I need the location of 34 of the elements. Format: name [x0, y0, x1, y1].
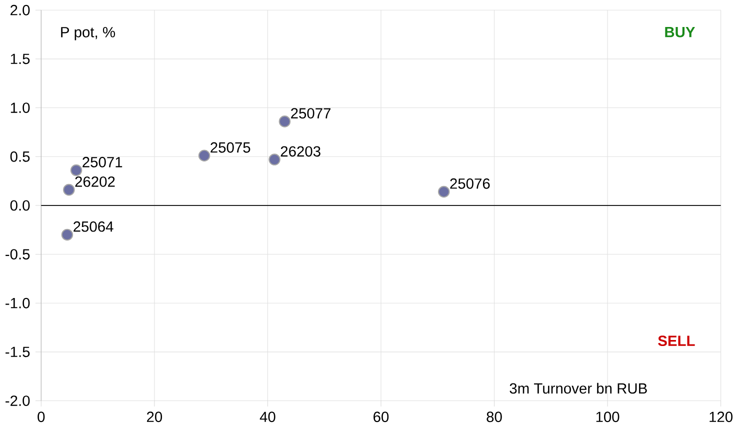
y-tick-label: 2.0 — [10, 4, 30, 16]
y-tick-label: 1.0 — [10, 102, 30, 113]
point — [198, 150, 210, 162]
annotation: 26203 — [280, 146, 320, 157]
x-tick-label: 0 — [38, 412, 45, 422]
x-tick-label: 20 — [146, 412, 162, 422]
y-tick-label: 0.0 — [10, 200, 30, 211]
annotation: 26202 — [75, 176, 115, 187]
point — [438, 186, 450, 198]
annotation: 25071 — [82, 156, 122, 168]
annotation: SELL — [658, 336, 695, 346]
y-tick-label: -0.5 — [6, 249, 30, 260]
y-tick-label: 1.5 — [10, 54, 30, 64]
point — [70, 164, 82, 176]
y-tick-label: 0.5 — [10, 151, 30, 162]
annotation: 25075 — [210, 142, 250, 153]
y-tick-label: -1.5 — [6, 346, 30, 358]
point — [268, 154, 280, 166]
x-tick-label: 80 — [486, 412, 502, 422]
point — [63, 184, 75, 196]
y-tick-label: -1.0 — [6, 298, 30, 308]
x-tick-label: 60 — [374, 412, 389, 422]
annotation: BUY — [665, 27, 695, 38]
annotation: 25077 — [291, 108, 330, 119]
y-tick-label: -2.0 — [6, 396, 30, 406]
x-axis-title: 3m Turnover bn RUB — [510, 382, 647, 394]
x-tick-label: 120 — [710, 412, 732, 422]
y-axis-title: P pot, % — [61, 27, 115, 40]
x-tick-label: 40 — [260, 412, 276, 422]
annotation: 25064 — [74, 221, 114, 232]
point — [61, 228, 74, 241]
point — [278, 116, 291, 128]
x-tick-label: 100 — [596, 412, 620, 422]
annotation: 25076 — [450, 178, 490, 189]
